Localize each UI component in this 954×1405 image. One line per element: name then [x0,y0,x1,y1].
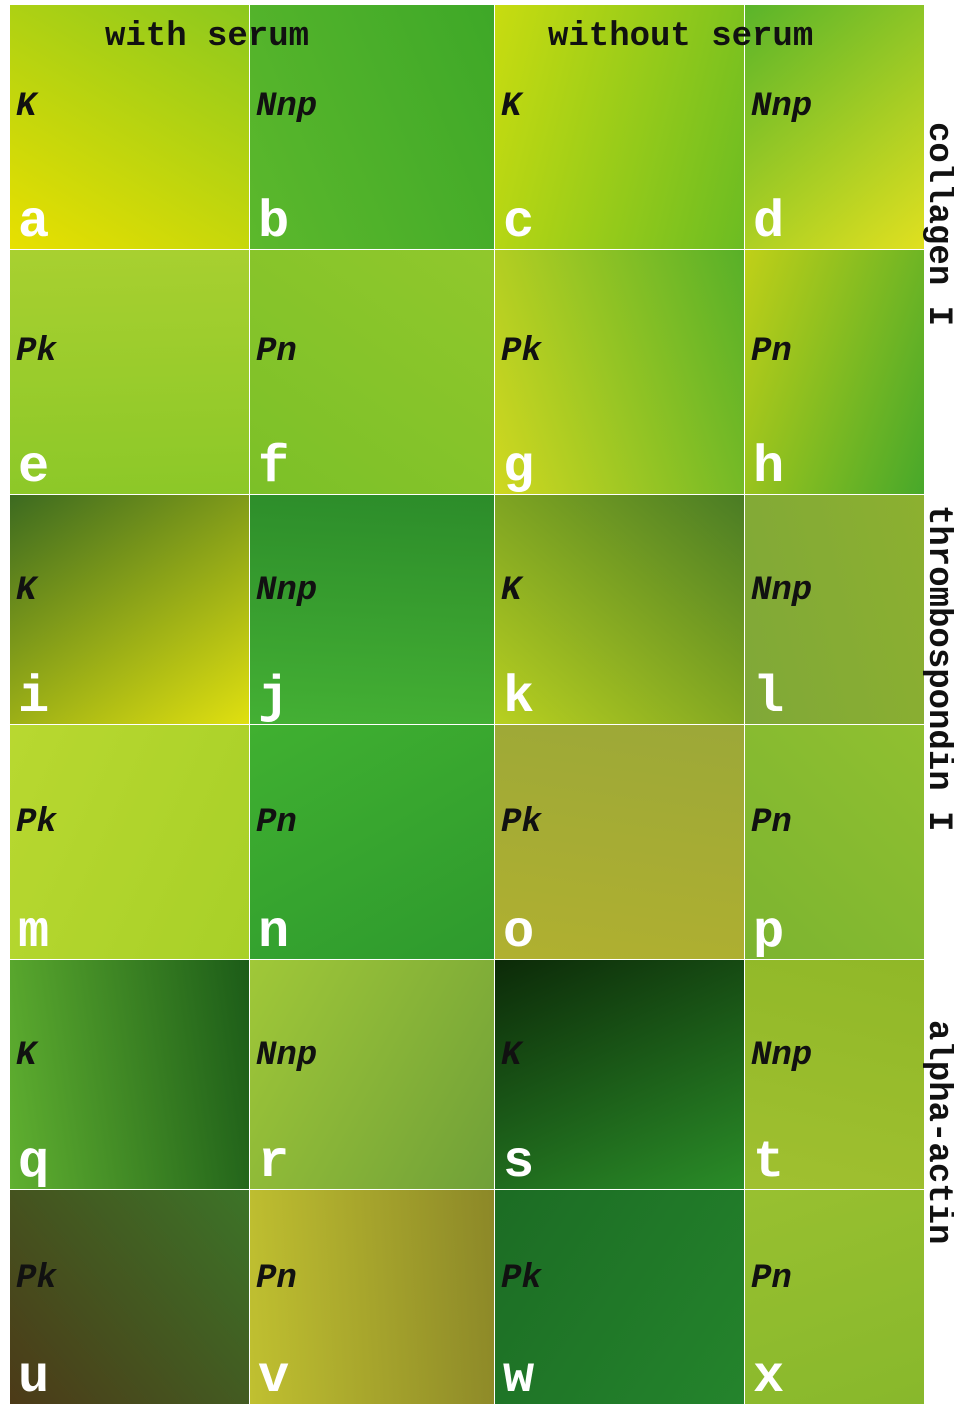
panel-label: K [501,88,521,126]
panel-label: Nnp [256,1037,317,1075]
micrograph-panel: Pk w [495,1190,744,1404]
panel-label: K [501,1037,521,1075]
panel-letter: d [753,197,784,249]
panel-letter: c [503,197,534,249]
micrograph-panel: Pn x [745,1190,924,1404]
panel-letter: o [503,907,534,959]
micrograph-panel: Pn f [250,250,494,494]
panel-label: Pn [751,1260,792,1298]
micrograph-panel: Pn p [745,725,924,959]
micrograph-panel: Pk o [495,725,744,959]
panel-label: Nnp [751,1037,812,1075]
panel-letter: w [503,1352,534,1404]
panel-label: Nnp [751,88,812,126]
panel-label: Pn [751,804,792,842]
panel-label: Pk [501,1260,542,1298]
panel-label: Pk [501,333,542,371]
micrograph-panel: Pn v [250,1190,494,1404]
panel-letter: e [18,442,49,494]
panel-letter: t [753,1137,784,1189]
micrograph-panel: Pk g [495,250,744,494]
panel-letter: b [258,197,289,249]
panel-label: Pk [16,1260,57,1298]
micrograph-panel: Pk m [10,725,249,959]
side-label: thrombospondin I [919,505,954,831]
panel-label: Pk [16,804,57,842]
panel-label: K [16,572,36,610]
panel-letter: s [503,1137,534,1189]
side-label: alpha-actin [919,1020,954,1244]
side-label: collagen I [919,122,954,326]
panel-label: Nnp [256,88,317,126]
column-header: without serum [548,18,813,56]
micrograph-panel: Pk u [10,1190,249,1404]
panel-letter: u [18,1352,49,1404]
panel-label: Pn [256,1260,297,1298]
panel-label: K [16,1037,36,1075]
panel-label: Nnp [751,572,812,610]
panel-letter: f [258,442,289,494]
panel-label: Pk [501,804,542,842]
micrograph-panel: Pk e [10,250,249,494]
micrograph-panel: Nnp t [745,960,924,1189]
panel-letter: h [753,442,784,494]
panel-letter: m [18,907,49,959]
panel-letter: k [503,672,534,724]
micrograph-panel: Nnp l [745,495,924,724]
panel-letter: p [753,907,784,959]
panel-letter: q [18,1137,49,1189]
micrograph-panel: Pn h [745,250,924,494]
micrograph-panel: Nnp j [250,495,494,724]
micrograph-panel: Pn n [250,725,494,959]
panel-label: Pn [256,804,297,842]
panel-label: Pk [16,333,57,371]
panel-letter: g [503,442,534,494]
panel-letter: l [753,672,784,724]
panel-letter: v [258,1352,289,1404]
panel-letter: n [258,907,289,959]
micrograph-panel: Nnp r [250,960,494,1189]
panel-label: Pn [751,333,792,371]
figure: PnxPkwPnvPkuNnptKsNnprKqPnpPkoPnnPkmNnpl… [0,0,954,1405]
panel-letter: x [753,1352,784,1404]
panel-letter: a [18,197,49,249]
panel-letter: i [18,672,49,724]
panel-label: K [501,572,521,610]
panel-label: K [16,88,36,126]
column-header: with serum [105,18,309,56]
panel-letter: j [258,672,289,724]
panel-letter: r [258,1137,289,1189]
panel-label: Pn [256,333,297,371]
panel-label: Nnp [256,572,317,610]
